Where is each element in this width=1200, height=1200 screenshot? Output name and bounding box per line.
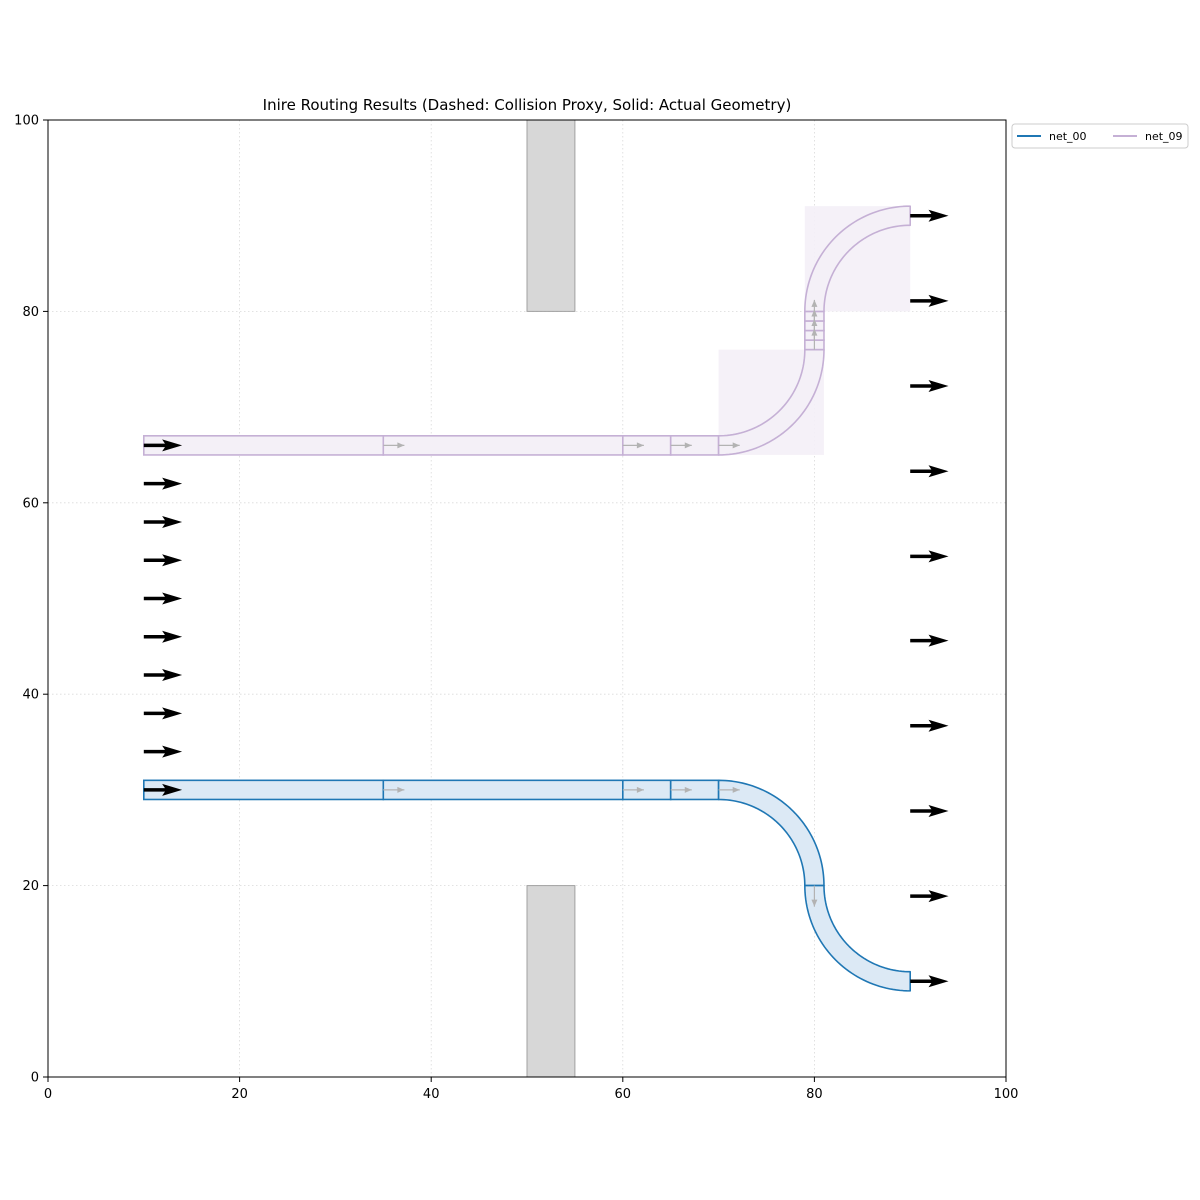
waveguide-bend bbox=[804, 205, 911, 313]
flow-arrow bbox=[383, 786, 405, 793]
source-port-arrow-head bbox=[162, 783, 183, 796]
flow-arrow-head bbox=[397, 786, 405, 793]
flow-arrow bbox=[670, 442, 692, 449]
source-port-arrow-head bbox=[162, 745, 183, 758]
waveguide-bend bbox=[804, 884, 911, 992]
target-port-arrow-head bbox=[928, 634, 949, 647]
x-tick-label: 100 bbox=[994, 1087, 1019, 1102]
flow-arrow-head bbox=[684, 442, 692, 449]
x-tick-label: 80 bbox=[806, 1087, 823, 1102]
source-port-arrow bbox=[143, 439, 183, 452]
x-tick-label: 40 bbox=[423, 1087, 440, 1102]
target-port-arrow-head bbox=[928, 975, 949, 988]
x-tick-label: 60 bbox=[615, 1087, 632, 1102]
source-port-arrow bbox=[143, 477, 183, 490]
source-port-arrow bbox=[143, 515, 183, 528]
target-port-arrow bbox=[910, 550, 949, 563]
legend-label-net_00: net_00 bbox=[1049, 130, 1087, 143]
x-tick-label: 0 bbox=[44, 1087, 52, 1102]
legend-label-net_09: net_09 bbox=[1145, 130, 1183, 143]
source-port-arrow bbox=[143, 707, 183, 720]
flow-arrow-head bbox=[811, 899, 818, 907]
y-tick-label: 60 bbox=[22, 496, 39, 511]
target-port-arrow-head bbox=[928, 294, 949, 307]
source-port-arrow-head bbox=[162, 515, 183, 528]
flow-arrow bbox=[811, 299, 818, 321]
target-port-arrow-head bbox=[928, 890, 949, 903]
axes-frame bbox=[47, 119, 1007, 1078]
source-port-arrow bbox=[143, 554, 183, 567]
flow-arrow bbox=[622, 786, 644, 793]
waveguide-straight bbox=[382, 435, 624, 456]
flow-arrow-head bbox=[811, 299, 818, 307]
legend: net_00 net_09 bbox=[1011, 123, 1189, 149]
source-port-arrow-head bbox=[162, 592, 183, 605]
target-port-arrow-head bbox=[928, 550, 949, 563]
target-port-arrow-head bbox=[928, 719, 949, 732]
flow-arrow bbox=[811, 885, 818, 907]
source-port-arrow bbox=[143, 630, 183, 643]
flow-arrow bbox=[622, 442, 644, 449]
source-port-arrow bbox=[143, 669, 183, 682]
target-port-arrow-head bbox=[928, 465, 949, 478]
flow-arrow bbox=[383, 442, 405, 449]
flow-arrow-head bbox=[684, 786, 692, 793]
target-port-arrow bbox=[910, 975, 949, 988]
chart-title: Inire Routing Results (Dashed: Collision… bbox=[263, 96, 792, 114]
source-port-arrow-head bbox=[162, 477, 183, 490]
target-port-arrow-head bbox=[928, 804, 949, 817]
source-port-arrow-head bbox=[162, 630, 183, 643]
waveguide-bend bbox=[717, 348, 825, 456]
obstacle bbox=[526, 119, 576, 312]
flow-arrow-head bbox=[636, 786, 644, 793]
y-tick-label: 100 bbox=[14, 114, 39, 129]
plot-area: 0 20 40 60 80 100 0 20 40 60 80 100 bbox=[14, 114, 1018, 1103]
x-tick-label: 20 bbox=[231, 1087, 248, 1102]
source-port-arrow-head bbox=[162, 707, 183, 720]
target-port-arrow-head bbox=[928, 380, 949, 393]
flow-arrow-head bbox=[636, 442, 644, 449]
source-port-arrow bbox=[143, 592, 183, 605]
flow-arrow-head bbox=[732, 786, 740, 793]
flow-arrow bbox=[718, 442, 740, 449]
target-port-arrow bbox=[910, 380, 949, 393]
target-port-arrow-head bbox=[928, 209, 949, 222]
y-tick-label: 80 bbox=[22, 305, 39, 320]
waveguide-straight bbox=[382, 779, 624, 801]
target-port-arrow bbox=[910, 890, 949, 903]
flow-arrow-head bbox=[732, 442, 740, 449]
flow-arrow-head bbox=[397, 442, 405, 449]
target-port-arrow bbox=[910, 294, 949, 307]
source-port-arrow-head bbox=[162, 439, 183, 452]
flow-arrow bbox=[670, 786, 692, 793]
obstacle bbox=[526, 885, 576, 1078]
source-port-arrow bbox=[143, 783, 183, 796]
target-port-arrow bbox=[910, 209, 949, 222]
source-port-arrow-head bbox=[162, 669, 183, 682]
target-port-arrow bbox=[910, 634, 949, 647]
legend-box bbox=[1011, 123, 1189, 149]
source-port-arrow-head bbox=[162, 554, 183, 567]
target-port-arrow bbox=[910, 465, 949, 478]
target-port-arrow bbox=[910, 804, 949, 817]
y-tick-label: 0 bbox=[31, 1071, 39, 1086]
flow-arrow bbox=[718, 786, 740, 793]
target-port-arrow bbox=[910, 719, 949, 732]
y-tick-label: 20 bbox=[22, 879, 39, 894]
source-port-arrow bbox=[143, 745, 183, 758]
y-tick-label: 40 bbox=[22, 688, 39, 703]
waveguide-bend bbox=[717, 779, 825, 887]
